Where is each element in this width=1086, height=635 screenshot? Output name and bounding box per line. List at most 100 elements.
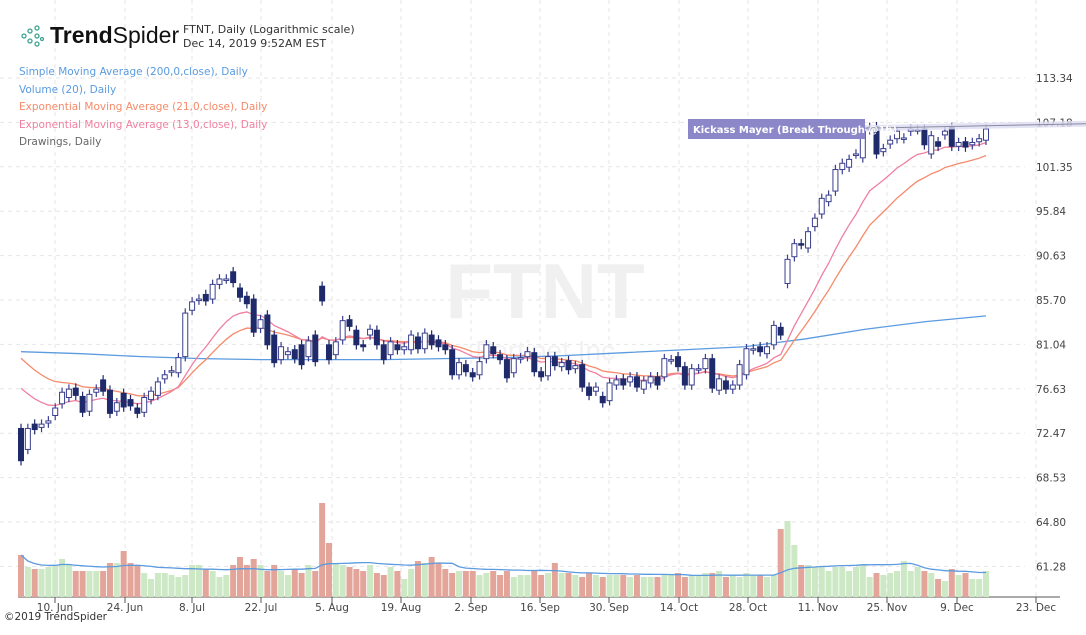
volume-bar <box>483 573 490 597</box>
volume-bar <box>209 571 216 597</box>
volume-bar <box>291 569 298 597</box>
volume-bar <box>113 563 120 597</box>
volume-bar <box>633 575 640 597</box>
candle <box>490 342 497 359</box>
candle-body <box>161 374 168 380</box>
volume-bar <box>798 565 805 597</box>
candle <box>175 352 182 378</box>
candle <box>784 254 791 289</box>
volume-bar <box>805 565 812 597</box>
candle <box>681 361 688 390</box>
volume-bar <box>928 573 935 597</box>
drawing-label-box <box>688 119 865 139</box>
volume-bar <box>955 575 962 597</box>
ema13-line <box>20 141 987 407</box>
candle-body <box>209 283 216 300</box>
candle-body <box>284 351 291 356</box>
candle <box>606 378 613 406</box>
candle <box>319 281 326 306</box>
candle <box>852 149 859 159</box>
volume-bar <box>367 565 374 597</box>
volume-bar <box>736 577 743 597</box>
x-tick-label: 10. Jun <box>37 602 73 614</box>
volume-bar <box>394 571 401 597</box>
x-tick-label: 8. Jul <box>179 602 205 614</box>
candle-body <box>935 141 942 147</box>
volume-bar <box>770 575 777 597</box>
volume-bar <box>380 575 387 597</box>
volume-bar <box>476 575 483 597</box>
volume-bar <box>907 571 914 597</box>
candle-body <box>86 393 93 412</box>
candle <box>346 314 353 332</box>
y-tick-label: 72.47 <box>1036 428 1066 440</box>
candle-body <box>620 378 627 386</box>
volume-bar <box>189 565 196 597</box>
volume-bar <box>148 579 155 597</box>
candle-body <box>264 314 271 346</box>
candle <box>202 289 209 306</box>
volume-bar <box>675 573 682 597</box>
legend-drawings[interactable]: Drawings, Daily <box>19 136 102 149</box>
legend-ema21[interactable]: Exponential Moving Average (21,0,close),… <box>19 101 268 114</box>
candle-body <box>497 354 504 361</box>
volume-bar <box>880 575 887 597</box>
candle <box>456 357 463 380</box>
candle <box>558 357 565 372</box>
candle-body <box>928 135 935 155</box>
candle-body <box>716 378 723 391</box>
volume-bar <box>716 571 723 597</box>
volume-bar <box>127 563 134 597</box>
legend-volume[interactable]: Volume (20), Daily <box>19 83 117 96</box>
legend-sma200[interactable]: Simple Moving Average (200,0,close), Dai… <box>19 66 248 78</box>
volume-bar <box>65 565 72 597</box>
candle <box>353 325 360 350</box>
volume-bar <box>353 569 360 597</box>
volume-bar <box>134 565 141 597</box>
candle <box>86 389 93 417</box>
candle <box>31 419 38 435</box>
candle <box>414 332 421 354</box>
candle <box>161 370 168 384</box>
volume-bar <box>264 571 271 597</box>
volume-bar <box>846 571 853 597</box>
candle <box>79 391 86 418</box>
volume-bar <box>948 569 955 597</box>
candle-body <box>154 381 161 396</box>
candle <box>572 360 579 374</box>
legend-ema13[interactable]: Exponential Moving Average (13,0,close),… <box>19 118 268 131</box>
volume-bar <box>195 565 202 597</box>
volume-bar <box>592 575 599 597</box>
volume-bar <box>818 567 825 597</box>
volume-bar <box>449 573 456 597</box>
candle <box>620 374 627 390</box>
volume-bar <box>421 563 428 597</box>
copyright: ©2019 TrendSpider <box>4 611 107 623</box>
volume-bar <box>52 565 59 597</box>
volume-bar <box>490 571 497 597</box>
candle <box>613 375 620 390</box>
y-tick-label: 85.70 <box>1036 295 1066 307</box>
volume-bar <box>305 565 312 597</box>
volume-bar <box>832 567 839 597</box>
candle <box>880 143 887 157</box>
candle-body <box>647 376 654 384</box>
drawing-label: Kickass Mayer (Break Through @1h) <box>693 125 897 136</box>
candle-body <box>763 346 770 355</box>
volume-bar <box>469 571 476 597</box>
candle-body <box>948 126 955 147</box>
candle-body <box>531 352 538 373</box>
candle-body <box>394 344 401 351</box>
candle <box>278 342 285 365</box>
candle <box>332 337 339 360</box>
candle <box>52 403 59 421</box>
candle <box>586 382 593 401</box>
candle-body <box>750 348 757 351</box>
candle-body <box>449 349 456 376</box>
candle <box>709 353 716 393</box>
candle-body <box>681 366 688 386</box>
candle-body <box>661 358 668 378</box>
candle <box>722 376 729 394</box>
brand-name: TrendSpider <box>50 22 180 48</box>
